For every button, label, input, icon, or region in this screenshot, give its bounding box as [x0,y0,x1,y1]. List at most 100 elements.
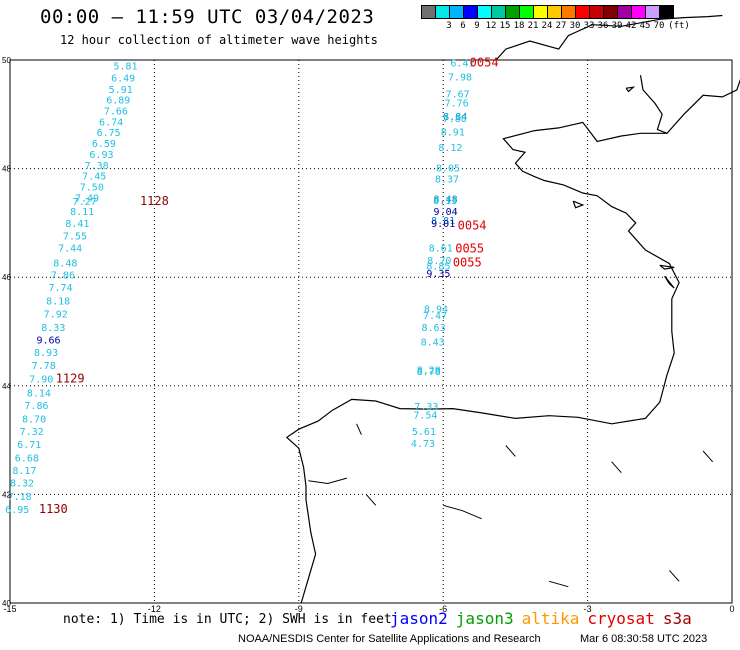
east-track-wave-height: 9.35 [426,269,450,280]
west-track-wave-height: 8.18 [46,297,70,308]
legend-label: 9 [474,21,480,31]
east-track-wave-height: 8.81 [431,216,455,227]
satellite-cryosat: cryosat [587,609,655,628]
satellite-jason3: jason3 [455,609,514,628]
inland-water [548,580,569,588]
east-track-wave-height: 7.67 [446,90,470,101]
lat-tick-label: 40 [2,599,11,608]
date-stamp: Mar 6 08:30:58 UTC 2023 [580,633,708,645]
west-track-wave-height: 7.38 [85,161,109,172]
east-track-wave-height: 8.84 [443,112,467,123]
east-track-wave-height: 8.91 [441,128,465,139]
west-track-wave-height: 7.66 [104,106,128,117]
inland-water [669,570,680,582]
east-track-wave-height: 9.01 [431,219,455,230]
east-track-wave-height: 8.94 [424,305,448,316]
west-track-wave-height: 8.11 [70,207,94,218]
legend-label: 3 [446,21,452,31]
coastline [639,75,740,135]
lon-tick-label: -15 [3,604,16,614]
legend-label: 70 [653,21,665,31]
satellite-altika: altika [521,609,580,628]
west-track-wave-height: 7.18 [8,492,32,503]
satellite-jason2: jason2 [390,609,448,628]
east-track-wave-height: 9.04 [434,207,458,218]
coastline [285,121,680,604]
inland-water [443,504,482,520]
legend-label: 36 [597,21,609,31]
east-track-wave-height: 8.70 [427,256,451,267]
satellite-legend: jason2 jason3 altika cryosat s3a [390,609,700,628]
color-legend: 3 6 9 12 15 18 21 24 27 30 33 36 39 42 45 70 (ft) [421,5,740,31]
west-track-wave-height: 7.45 [82,172,106,183]
east-track-wave-height: 8.48 [434,194,458,205]
west-track-wave-height: 8.48 [53,259,77,270]
east-track-wave-height: 8.05 [436,164,460,175]
inland-water [308,477,348,485]
lon-tick-label: -9 [295,604,303,614]
west-track-wave-height: 6.93 [89,150,113,161]
credit-line: NOAA/NESDIS Center for Satellite Applica… [238,633,541,645]
legend-labels: 3 6 9 12 15 18 21 24 27 30 33 36 39 42 45 70 (ft) [421,19,740,31]
east-track-time-label: 0054 [458,219,487,233]
west-track-wave-height: 7.90 [29,375,53,386]
east-track-wave-height: 7.88 [443,114,467,125]
inland-water [505,445,516,457]
east-track-wave-height: 5.61 [412,427,436,438]
legend-label: 18 [513,21,525,31]
west-track-wave-height: 7.74 [48,283,72,294]
inland-water [365,494,377,506]
west-track-wave-height: 8.93 [34,348,58,359]
west-track-wave-height: 5.91 [109,85,133,96]
west-track-wave-height: 7.86 [24,401,48,412]
east-track-time-label: 0055 [455,241,484,255]
east-track-wave-height: 6.41 [450,59,474,70]
east-track-wave-height: 8.28 [417,366,441,377]
west-track-wave-height: 7.86 [51,270,75,281]
legend-unit: (ft) [668,21,690,31]
west-track-time-label: 1130 [39,502,68,516]
west-track-wave-height: 6.89 [106,96,130,107]
west-track-wave-height: 7.32 [20,427,44,438]
legend-label: 15 [499,21,511,31]
west-track-wave-height: 6.95 [5,505,29,516]
lon-tick-label: -3 [584,604,592,614]
west-track-wave-height: 5.81 [113,61,137,72]
lat-tick-label: 50 [2,56,11,65]
east-track-wave-height: 8.85 [426,261,450,272]
lon-tick-label: -6 [439,604,447,614]
coastline [659,264,675,270]
lat-tick-label: 48 [2,165,11,174]
west-track-wave-height: 9.66 [36,336,60,347]
legend-label: 27 [555,21,567,31]
west-track-wave-height: 8.14 [27,388,51,399]
inland-water [611,461,622,474]
west-track-wave-height: 7.44 [58,243,82,254]
footer-note: note: 1) Time is in UTC; 2) SWH is in fe… [63,612,392,627]
west-track-wave-height: 8.32 [10,478,34,489]
east-track-wave-height: 4.73 [411,439,435,450]
east-track-time-label: 0054 [470,56,499,70]
west-track-time-label: 1129 [56,372,85,386]
west-track-wave-height: 6.68 [15,453,39,464]
coastline [572,200,585,209]
map-subtitle: 12 hour collection of altimeter wave hei… [60,33,378,47]
lon-tick-label: 0 [729,604,734,614]
east-track-wave-height: 8.63 [422,323,446,334]
west-track-wave-height: 8.17 [12,466,36,477]
west-track-wave-height: 7.92 [44,310,68,321]
legend-label: 30 [569,21,581,31]
east-track-wave-height: 8.12 [438,143,462,154]
west-track-wave-height: 7.50 [80,183,104,194]
lat-tick-label: 46 [2,273,11,282]
legend-swatches [421,5,740,19]
west-track-wave-height: 7.55 [63,231,87,242]
west-track-time-label: 1128 [140,194,169,208]
east-track-wave-height: 8.37 [435,174,459,185]
west-track-wave-height: 6.75 [97,128,121,139]
east-track-wave-height: 8.78 [417,367,441,378]
west-track-wave-height: 6.49 [111,73,135,84]
east-track-wave-height: 8.43 [421,337,445,348]
legend-label: 24 [541,21,553,31]
